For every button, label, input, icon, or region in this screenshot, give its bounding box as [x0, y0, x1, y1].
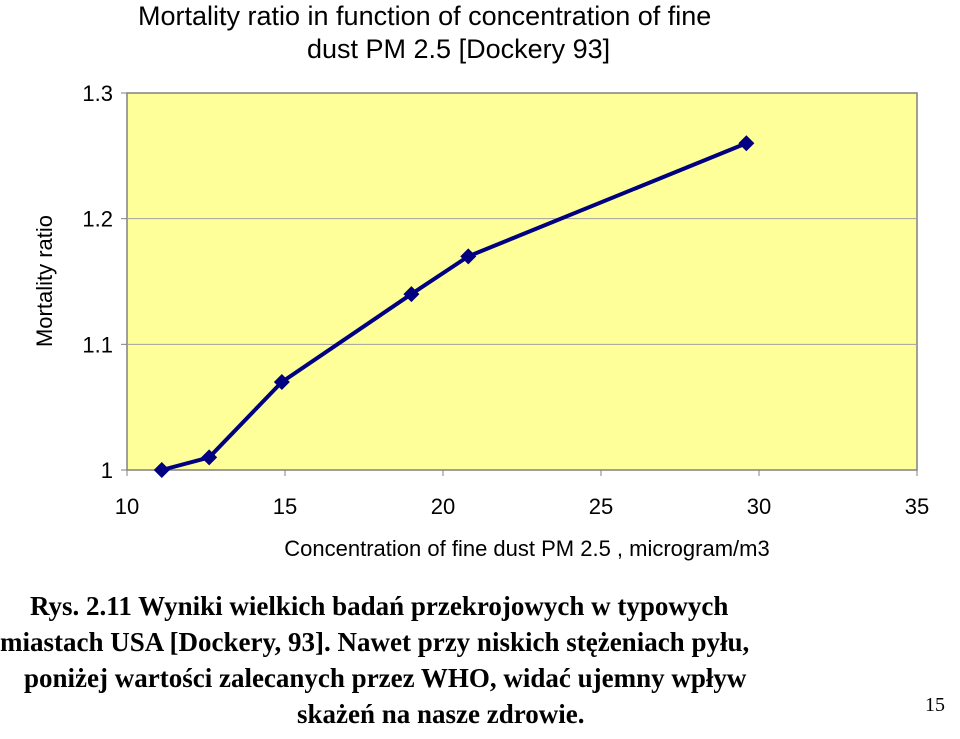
data-point-marker: [738, 135, 755, 152]
x-tick-label: 25: [589, 494, 613, 519]
caption-line: poniżej wartości zalecanych przez WHO, w…: [24, 663, 747, 693]
data-point-marker: [153, 462, 170, 478]
figure-caption: Rys. 2.11 Wyniki wielkich badań przekroj…: [0, 588, 960, 732]
y-axis-label: Mortality ratio: [32, 215, 57, 347]
x-tick-label: 15: [273, 494, 297, 519]
series-line: [161, 141, 748, 472]
gridlines: [127, 218, 917, 345]
x-tick-label: 20: [431, 494, 455, 519]
y-tick-label: 1.3: [82, 81, 113, 106]
caption-line: miastach USA [Dockery, 93]. Nawet przy n…: [0, 627, 750, 657]
caption-line: skażeń na nasze zdrowie.: [297, 699, 585, 729]
y-tick-label: 1.2: [82, 207, 113, 232]
y-tick-label: 1: [101, 458, 113, 483]
y-axis-ticks: 1 1.1 1.2 1.3: [82, 81, 127, 483]
y-tick-label: 1.1: [82, 332, 113, 357]
data-point-marker: [460, 248, 477, 265]
chart-svg: 10 15 20 25 30 35 1 1.1 1.2 1.3 Concentration of…: [32, 81, 929, 561]
caption-line: Rys. 2.11 Wyniki wielkich badań przekroj…: [30, 591, 729, 621]
data-series: [153, 135, 755, 478]
chart-title-line1: Mortality ratio in function of concentra…: [138, 1, 712, 31]
data-point-marker: [403, 286, 420, 303]
x-tick-label: 10: [115, 494, 139, 519]
x-axis-label: Concentration of fine dust PM 2.5 , micr…: [284, 536, 769, 561]
plot-area: [126, 92, 918, 471]
data-point-marker: [273, 374, 290, 391]
chart-title-line2: dust PM 2.5 [Dockery 93]: [307, 34, 611, 64]
data-point-marker: [201, 449, 218, 466]
chart-title: Mortality ratio in function of concentra…: [120, 0, 920, 66]
x-axis-ticks: 10 15 20 25 30 35: [115, 470, 929, 519]
x-tick-label: 30: [747, 494, 771, 519]
x-tick-label: 35: [905, 494, 929, 519]
page-number: 15: [925, 694, 945, 716]
